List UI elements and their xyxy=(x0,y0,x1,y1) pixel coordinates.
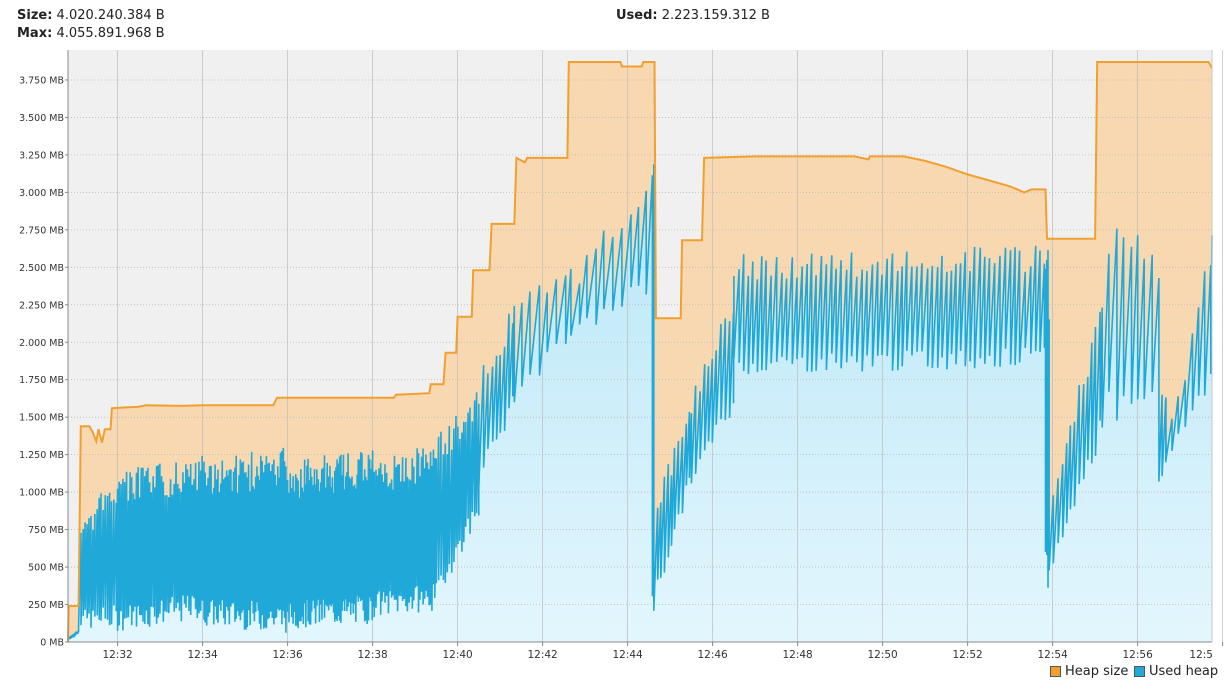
y-tick-label: 3.000 MB xyxy=(19,188,64,199)
heap-size-swatch xyxy=(1050,666,1061,677)
y-tick-label: 1.750 MB xyxy=(19,375,64,386)
size-value: 4.020.240.384 B xyxy=(56,8,165,23)
legend-label-heap-size: Heap size xyxy=(1065,664,1129,679)
y-tick-label: 2.250 MB xyxy=(19,300,64,311)
x-tick-label: 12:56 xyxy=(1122,649,1153,661)
x-tick-label: 12:32 xyxy=(102,649,132,661)
x-tick-label: 12:46 xyxy=(697,649,728,661)
y-tick-label: 250 MB xyxy=(28,600,64,611)
y-tick-label: 2.750 MB xyxy=(19,225,64,236)
y-tick-label: 2.000 MB xyxy=(19,338,64,349)
legend-item-used-heap: Used heap xyxy=(1134,664,1218,679)
x-tick-label: 12:40 xyxy=(442,649,472,661)
x-tick-label: 12:36 xyxy=(272,649,303,661)
max-value: 4.055.891.968 B xyxy=(56,26,165,41)
x-tick-label: 12:5 xyxy=(1189,649,1213,661)
y-tick-label: 2.500 MB xyxy=(19,263,64,274)
y-tick-label: 1.500 MB xyxy=(19,413,64,424)
y-tick-label: 1.250 MB xyxy=(19,450,64,461)
x-tick-label: 12:54 xyxy=(1037,649,1068,661)
heap-max-stat: Max: 4.055.891.968 B xyxy=(17,26,165,41)
legend-label-used-heap: Used heap xyxy=(1149,664,1219,679)
used-heap-swatch xyxy=(1134,666,1145,677)
max-label: Max: xyxy=(17,26,53,41)
used-heap-area xyxy=(68,164,1212,643)
y-tick-label: 500 MB xyxy=(28,563,64,574)
used-heap-line xyxy=(67,164,1213,641)
x-tick-label: 12:34 xyxy=(187,649,218,661)
used-value: 2.223.159.312 B xyxy=(661,8,770,23)
heap-size-line xyxy=(67,61,1213,643)
y-tick-label: 750 MB xyxy=(28,525,64,536)
y-tick-label: 1.000 MB xyxy=(19,488,64,499)
x-tick-label: 12:44 xyxy=(612,649,643,661)
y-tick-label: 3.500 MB xyxy=(19,113,64,124)
x-tick-label: 12:52 xyxy=(952,649,982,661)
y-tick-label: 0 MB xyxy=(40,638,64,649)
y-tick-label: 3.250 MB xyxy=(19,150,64,161)
heap-size-stat: Size: 4.020.240.384 B xyxy=(17,8,165,23)
x-tick-label: 12:48 xyxy=(782,649,812,661)
y-tick-label: 3.750 MB xyxy=(19,75,64,86)
legend-item-heap-size: Heap size xyxy=(1050,664,1128,679)
used-label: Used: xyxy=(616,8,658,23)
x-tick-label: 12:42 xyxy=(527,649,557,661)
x-tick-label: 12:50 xyxy=(867,649,897,661)
x-tick-label: 12:38 xyxy=(357,649,387,661)
size-label: Size: xyxy=(17,8,53,23)
heap-used-stat: Used: 2.223.159.312 B xyxy=(616,8,770,23)
